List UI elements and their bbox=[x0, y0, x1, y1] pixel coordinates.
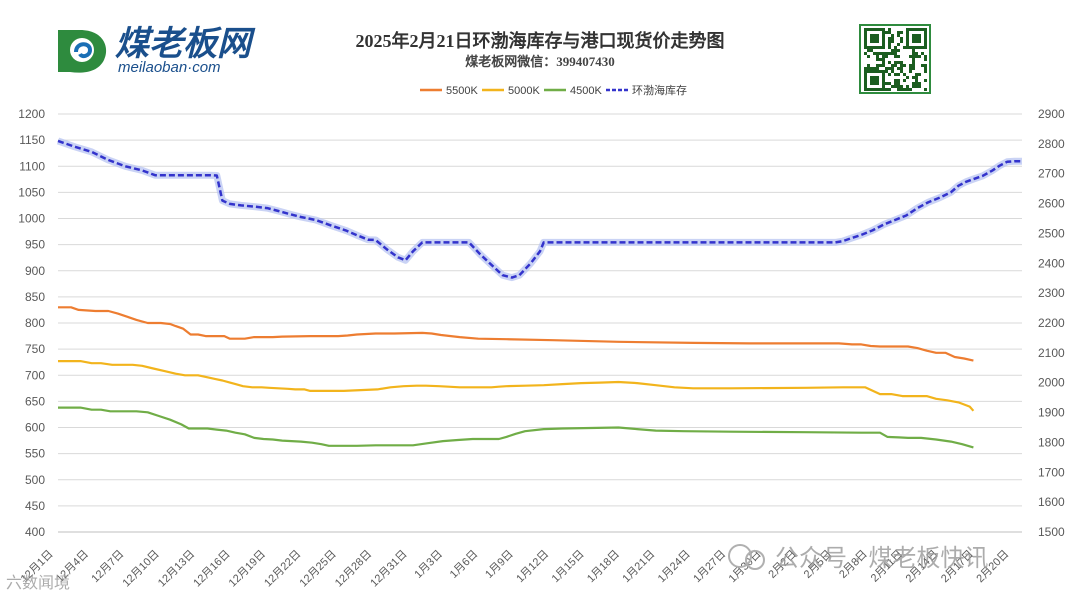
legend-label: 4500K bbox=[570, 85, 602, 97]
right-tick-label: 2800 bbox=[1038, 137, 1065, 151]
left-tick-label: 1050 bbox=[18, 185, 45, 199]
right-tick-label: 1700 bbox=[1038, 465, 1065, 479]
left-tick-label: 500 bbox=[25, 473, 45, 487]
series-line bbox=[57, 139, 1022, 279]
series-layer bbox=[56, 137, 1022, 449]
x-tick-label: 1月24日 bbox=[656, 548, 693, 585]
left-tick-label: 950 bbox=[25, 238, 45, 252]
legend-label: 5500K bbox=[446, 85, 478, 97]
x-tick-label: 12月19日 bbox=[227, 548, 268, 589]
left-tick-label: 600 bbox=[25, 421, 45, 435]
left-tick-label: 650 bbox=[25, 394, 45, 408]
x-tick-label: 12月10日 bbox=[120, 548, 161, 589]
left-tick-label: 700 bbox=[25, 368, 45, 382]
right-tick-label: 2400 bbox=[1038, 256, 1065, 270]
left-tick-label: 450 bbox=[25, 499, 45, 513]
x-tick-label: 12月25日 bbox=[297, 548, 338, 589]
left-tick-label: 750 bbox=[25, 342, 45, 356]
series-line-glow bbox=[56, 137, 1022, 282]
right-tick-label: 1500 bbox=[1038, 525, 1065, 539]
series-3 bbox=[56, 137, 1022, 282]
left-tick-label: 1150 bbox=[19, 133, 45, 147]
chart-title: 2025年2月21日环渤海库存与港口现货价走势图 bbox=[356, 30, 725, 51]
series-0 bbox=[58, 306, 974, 362]
left-tick-label: 1100 bbox=[19, 159, 45, 173]
x-tick-label: 1月18日 bbox=[585, 548, 622, 585]
right-tick-label: 2900 bbox=[1038, 107, 1065, 121]
left-tick-label: 550 bbox=[25, 447, 45, 461]
x-tick-label: 1月3日 bbox=[412, 548, 445, 581]
wechat-icon bbox=[728, 544, 752, 568]
left-tick-label: 850 bbox=[25, 290, 45, 304]
series-1 bbox=[58, 360, 975, 412]
right-tick-label: 2700 bbox=[1038, 167, 1065, 181]
left-tick-label: 900 bbox=[25, 264, 45, 278]
left-tick-label: 400 bbox=[25, 525, 45, 539]
logo-text: 煤老板网 bbox=[115, 25, 256, 63]
right-tick-label: 2000 bbox=[1038, 376, 1065, 390]
logo-domain: meilaoban·com bbox=[118, 59, 221, 76]
x-tick-label: 1月15日 bbox=[550, 548, 587, 585]
x-tick-label: 1月21日 bbox=[620, 548, 657, 585]
corner-watermark: 六数闻境 bbox=[6, 573, 70, 592]
series-line bbox=[58, 306, 974, 362]
legend-label: 5000K bbox=[508, 85, 540, 97]
left-tick-label: 1000 bbox=[18, 212, 45, 226]
series-line bbox=[58, 360, 975, 412]
x-tick-label: 12月13日 bbox=[156, 548, 197, 589]
qr-code-icon bbox=[859, 24, 931, 94]
x-tick-label: 1月9日 bbox=[483, 548, 516, 581]
x-tick-label: 12月31日 bbox=[368, 548, 409, 589]
watermark: 公众号 · 煤老板快讯 六数闻境 bbox=[6, 544, 988, 592]
x-tick-label: 12月22日 bbox=[262, 548, 303, 589]
right-tick-label: 1800 bbox=[1038, 435, 1065, 449]
series-line bbox=[58, 406, 974, 449]
right-tick-label: 2600 bbox=[1038, 197, 1065, 211]
wechat-watermark: 公众号 · 煤老板快讯 bbox=[775, 545, 988, 572]
chart-subtitle: 煤老板网微信：399407430 bbox=[465, 54, 615, 69]
right-tick-label: 2200 bbox=[1038, 316, 1065, 330]
left-axis: 400 450 500 550 600 650 700 750 800 850 900 950 1000… bbox=[18, 107, 45, 539]
x-tick-label: 12月16日 bbox=[191, 548, 232, 589]
x-tick-label: 1月27日 bbox=[691, 548, 728, 585]
series-2 bbox=[58, 406, 974, 449]
logo: 煤老板网 meilaoban·com bbox=[58, 25, 256, 76]
right-tick-label: 1900 bbox=[1038, 406, 1065, 420]
legend-label: 环渤海库存 bbox=[632, 83, 687, 97]
right-tick-label: 2500 bbox=[1038, 226, 1065, 240]
x-tick-label: 12月28日 bbox=[333, 548, 374, 589]
right-tick-label: 1600 bbox=[1038, 495, 1065, 509]
right-tick-label: 2300 bbox=[1038, 286, 1065, 300]
right-axis: 1500 1600 1700 1800 1900 2000 2100 2200 2300 2400… bbox=[1038, 107, 1065, 539]
left-tick-label: 800 bbox=[25, 316, 45, 330]
x-tick-label: 1月12日 bbox=[514, 548, 551, 585]
left-tick-label: 1200 bbox=[18, 107, 45, 121]
legend: 5500K 5000K 4500K 环渤海库存 bbox=[420, 83, 687, 97]
x-tick-label: 1月6日 bbox=[448, 548, 481, 581]
right-tick-label: 2100 bbox=[1038, 346, 1065, 360]
